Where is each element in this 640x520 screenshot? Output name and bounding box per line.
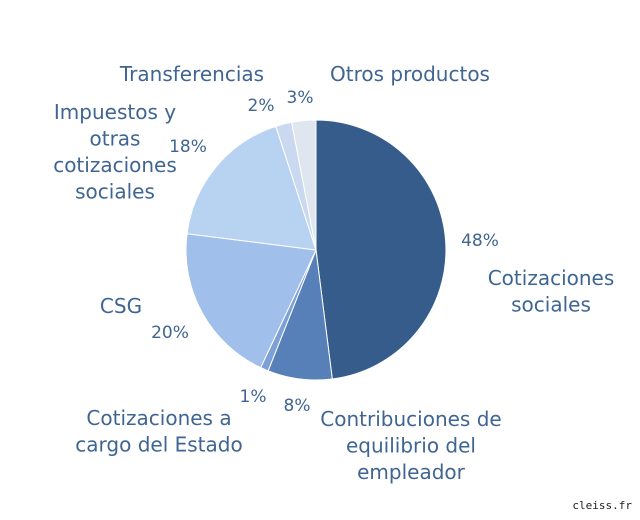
slice-category-label-line: CSG <box>100 294 142 318</box>
slice-category-label: CSG <box>100 294 142 318</box>
slice-category-label-line: cargo del Estado <box>75 433 242 457</box>
slice-category-label-line: Transferencias <box>119 62 264 86</box>
slice-percent-label: 1% <box>240 387 267 407</box>
slice-percent-label: 8% <box>284 396 311 416</box>
slice-category-label: Contribuciones de equilibrio del empleador <box>320 407 501 484</box>
pie-slices <box>185 119 447 381</box>
slice-category-label-line: otras <box>90 127 141 151</box>
slice-category-label-line: equilibrio del <box>346 434 476 458</box>
slice-category-label: Transferencias <box>119 62 264 86</box>
slice-category-label-line: sociales <box>511 293 591 317</box>
slice-percent-label: 48% <box>461 231 499 251</box>
slice-percent-label: 3% <box>287 88 314 108</box>
pie-slice <box>315 119 447 380</box>
slice-category-label-line: cotizaciones <box>53 153 177 177</box>
slice-category-label-line: empleador <box>357 460 466 484</box>
slice-category-label: Impuestos y otras cotizaciones sociales <box>53 100 177 204</box>
slice-percent-label: 2% <box>248 96 275 116</box>
slice-category-label-line: sociales <box>75 180 155 204</box>
pie-slice <box>185 233 317 369</box>
slice-category-label: Cotizaciones sociales <box>488 266 615 317</box>
slice-category-label-line: Impuestos y <box>54 100 176 124</box>
slice-category-label: Cotizaciones a cargo del Estado <box>75 406 242 457</box>
slice-percent-label: 18% <box>169 137 207 157</box>
slice-category-label-line: Cotizaciones a <box>86 406 231 430</box>
slice-category-label: Otros productos <box>330 62 490 86</box>
watermark: cleiss.fr <box>572 499 632 512</box>
slice-category-label-line: Cotizaciones <box>488 266 615 290</box>
pie-slice <box>186 125 317 251</box>
slice-category-label-line: Otros productos <box>330 62 490 86</box>
slice-percent-label: 20% <box>151 323 189 343</box>
pie-slice <box>291 119 317 251</box>
slice-category-label-line: Contribuciones de <box>320 407 501 431</box>
pie-labels: 48% Cotizaciones sociales 8% Contribuciones … <box>53 62 614 484</box>
